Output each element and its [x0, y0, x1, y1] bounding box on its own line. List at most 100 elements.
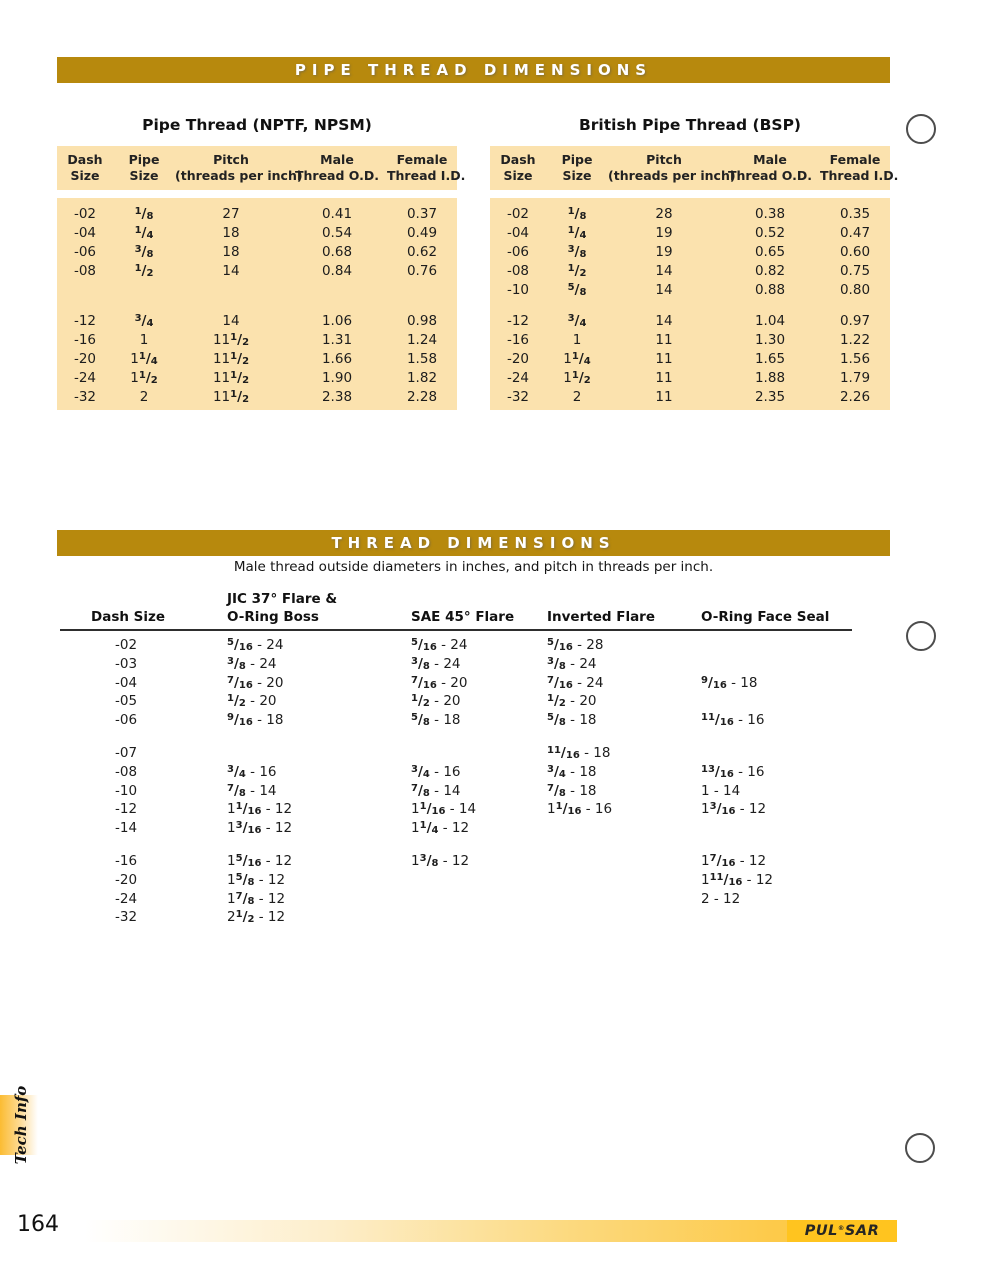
table-cell: 7/16 - 24 — [547, 674, 604, 691]
table-cell: 1 — [572, 332, 582, 348]
table-cell: 0.97 — [839, 313, 871, 329]
table-row: -32 2 11 2.35 2.26 — [490, 388, 890, 407]
column-header: Pitch (threads per inch) — [608, 151, 736, 183]
table-cell: 0.62 — [406, 244, 438, 260]
table-cell: 1.82 — [406, 370, 438, 386]
table-cell: 11/16 - 16 — [547, 801, 613, 818]
table-cell: 1.56 — [839, 351, 871, 367]
table-row: -24 17/8 - 12 2 - 12 — [60, 890, 866, 909]
table-cell: 1/2 - 20 — [227, 693, 277, 710]
table-cell: 111/2 — [212, 370, 250, 386]
table-cell: 5/8 - 18 — [547, 712, 597, 729]
table-cell: -20 — [73, 351, 97, 367]
table-cell — [547, 890, 701, 911]
table-cell: 0.75 — [839, 263, 871, 279]
column-header: Pipe Size — [561, 151, 593, 183]
table-row: -02 1/8 28 0.38 0.35 — [490, 205, 890, 224]
table-cell: 3/8 — [134, 244, 154, 260]
table-cell: 17/16 - 12 — [701, 852, 767, 869]
thread-dimensions-header-row: Dash Size JIC 37° Flare & O-Ring Boss SA… — [60, 584, 866, 628]
table-cell: -04 — [73, 225, 97, 241]
table-cell: 11 — [655, 332, 673, 348]
table-cell: 0.41 — [321, 206, 353, 222]
table-cell — [547, 908, 701, 929]
table-cell: 27 — [222, 206, 240, 222]
table-cell: 14 — [655, 313, 673, 329]
table-cell: 1.31 — [321, 332, 353, 348]
table-cell: 3/4 — [567, 313, 587, 329]
table-cell: 9/16 - 18 — [227, 712, 284, 729]
table-cell: 15/8 - 12 — [227, 871, 286, 888]
table-cell: 0.47 — [839, 225, 871, 241]
table-cell: -32 — [506, 389, 530, 405]
thread-dimensions-subtitle: Male thread outside diameters in inches,… — [233, 559, 714, 575]
table-cell: -32 — [73, 389, 97, 405]
nptf-table-header-row: Dash Size Pipe Size Pitch (threads per inch) M… — [57, 146, 466, 190]
hole-punch-circle — [906, 621, 936, 651]
table-cell: 3/8 — [567, 244, 587, 260]
column-header-sae: SAE 45° Flare — [411, 608, 515, 625]
column-header: Female Thread I.D. — [387, 151, 466, 183]
table-cell: -16 — [506, 332, 530, 348]
table-cell: -02 — [73, 206, 97, 222]
table-cell: 1/4 — [567, 225, 587, 241]
table-cell: -10 — [506, 282, 530, 298]
table-cell: 19 — [655, 244, 673, 260]
table-row: -04 1/4 18 0.54 0.49 — [57, 224, 457, 243]
table-cell — [411, 908, 547, 929]
pulsar-logo-block: PUL®SAR — [787, 1220, 897, 1242]
table-row: -24 11/2 11 1.88 1.79 — [490, 369, 890, 388]
table-row: -16 1 111/2 1.31 1.24 — [57, 331, 457, 350]
column-header: Pitch (threads per inch) — [175, 151, 303, 183]
thread-row-group-2: -07 11/16 - 18 -08 3/4 - 16 3/4 - 16 3/4 - 18… — [60, 744, 866, 838]
hole-punch-circle — [905, 1133, 935, 1163]
table-cell: 7/8 - 14 — [411, 782, 461, 799]
table-cell: 5/8 — [567, 282, 587, 298]
table-cell: 14 — [222, 313, 240, 329]
table-cell: -02 — [506, 206, 530, 222]
table-cell: -06 — [506, 244, 530, 260]
table-cell: 111/2 — [212, 351, 250, 367]
bsp-row-group-1: -02 1/8 28 0.38 0.35 -04 1/4 19 0.52 0.47 -06 3/8 19… — [490, 205, 890, 300]
page-number: 164 — [17, 1212, 59, 1237]
table-cell: -12 — [115, 801, 138, 818]
table-cell: 0.76 — [406, 263, 438, 279]
table-cell — [547, 819, 701, 840]
table-cell: 11/16 - 16 — [701, 712, 765, 729]
table-cell: 7/16 - 20 — [411, 674, 468, 691]
table-cell: 2 — [139, 389, 149, 405]
bsp-table-header-row: Dash Size Pipe Size Pitch (threads per inch) M… — [490, 146, 899, 190]
table-cell: 1.06 — [321, 313, 353, 329]
column-header: Female Thread I.D. — [820, 151, 899, 183]
table-cell: 18 — [222, 225, 240, 241]
table-row: -04 1/4 19 0.52 0.47 — [490, 224, 890, 243]
table-cell: -20 — [506, 351, 530, 367]
table-cell: 13/16 - 12 — [227, 820, 293, 837]
table-row: -24 11/2 111/2 1.90 1.82 — [57, 369, 457, 388]
column-header-jic: JIC 37° Flare & O-Ring Boss — [227, 590, 338, 625]
table-cell: 3/8 - 24 — [227, 655, 277, 672]
table-cell — [701, 655, 866, 676]
table-cell: 2.35 — [754, 389, 786, 405]
table-cell: 1.90 — [321, 370, 353, 386]
table-cell: 0.98 — [406, 313, 438, 329]
table-cell: 7/8 - 14 — [227, 782, 277, 799]
table-row: -08 1/2 14 0.84 0.76 — [57, 262, 457, 281]
table-cell — [701, 744, 866, 765]
table-row: -05 1/2 - 20 1/2 - 20 1/2 - 20 — [60, 692, 866, 711]
table-cell: 11/4 — [563, 351, 591, 367]
table-cell: 11/16 - 14 — [411, 801, 477, 818]
table-cell — [411, 744, 547, 765]
table-row: -20 11/4 11 1.65 1.56 — [490, 350, 890, 369]
registered-mark: ® — [837, 1224, 845, 1232]
table-cell: -08 — [506, 263, 530, 279]
nptf-row-group-1: -02 1/8 27 0.41 0.37 -04 1/4 18 0.54 0.49 -06 3/8 18… — [57, 205, 457, 300]
table-cell: 1 — [139, 332, 149, 348]
table-cell: 1.24 — [406, 332, 438, 348]
table-cell: 0.80 — [839, 282, 871, 298]
table-cell: 0.88 — [754, 282, 786, 298]
table-cell — [411, 890, 547, 911]
table-cell: -16 — [115, 852, 138, 869]
table-row: -20 15/8 - 12 111/16 - 12 — [60, 871, 866, 890]
